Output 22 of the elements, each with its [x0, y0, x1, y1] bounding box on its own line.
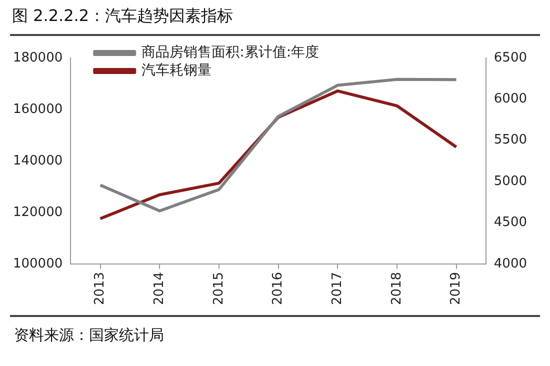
y2-tick-label: 4500 — [494, 215, 528, 230]
x-tick-label: 2016 — [270, 272, 286, 306]
chart-title: 图 2.2.2.2：汽车趋势因素指标 — [12, 6, 234, 27]
x-tick-label: 2018 — [389, 272, 404, 306]
y2-tick-label: 6500 — [494, 50, 528, 66]
y-tick-label: 140000 — [12, 153, 63, 168]
y-tick-label: 180000 — [12, 50, 63, 66]
text: 资料来源：国家统计局 — [14, 326, 164, 345]
y-tick-label: 120000 — [12, 204, 63, 220]
y-tick-label: 160000 — [12, 102, 63, 117]
y2-tick-label: 4000 — [494, 256, 528, 272]
y2-tick-label: 5000 — [494, 174, 528, 189]
y-tick-label: 100000 — [12, 256, 63, 272]
legend-label: 商品房销售面积:累计值:年度 — [142, 44, 320, 61]
x-tick-label: 2015 — [211, 272, 226, 306]
y2-tick-label: 6000 — [494, 92, 528, 107]
y2-tick-label: 5500 — [494, 132, 528, 148]
x-tick-label: 2019 — [448, 272, 464, 306]
x-tick-label: 2013 — [92, 272, 108, 306]
x-tick-label: 2014 — [152, 272, 167, 306]
legend-label: 汽车耗钢量 — [142, 62, 212, 79]
x-tick-label: 2017 — [330, 272, 345, 306]
